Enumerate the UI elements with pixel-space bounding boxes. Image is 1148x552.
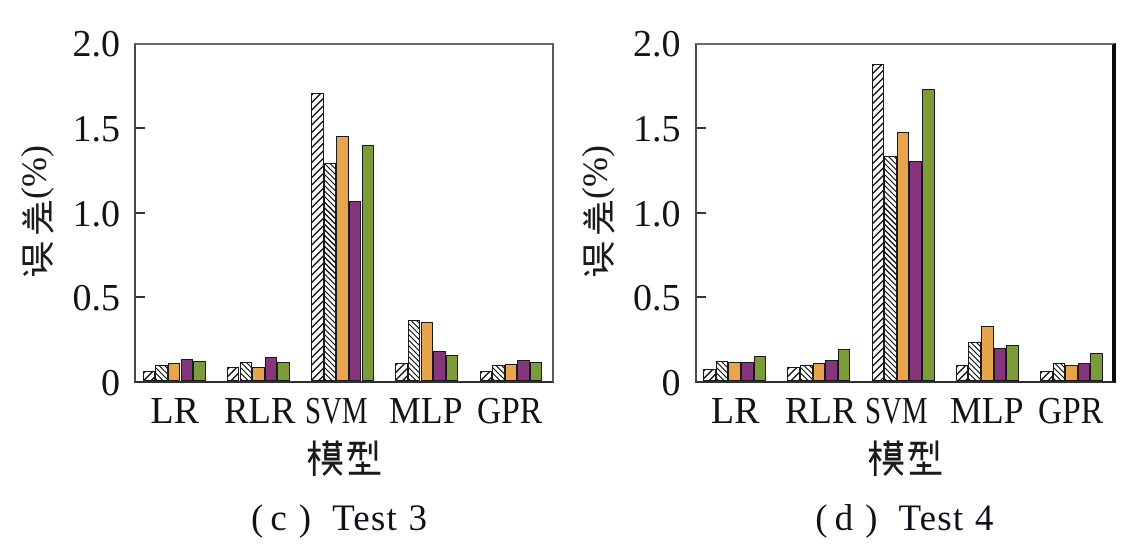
svg-text:(%): (%) bbox=[14, 145, 54, 199]
svg-text:(%): (%) bbox=[575, 145, 615, 199]
